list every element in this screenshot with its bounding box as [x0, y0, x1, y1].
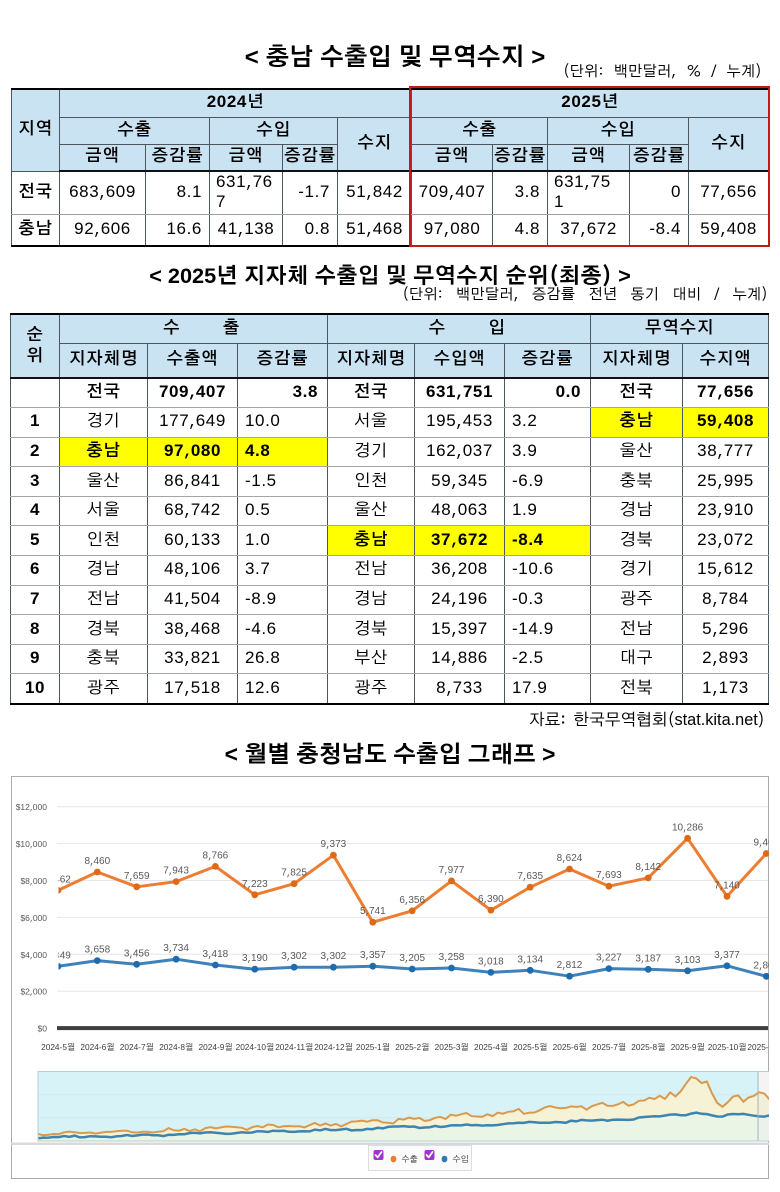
svg-text:9,462: 9,462: [753, 838, 769, 849]
svg-text:7,462: 7,462: [45, 874, 71, 885]
svg-text:8,142: 8,142: [635, 862, 661, 873]
svg-text:$4,000: $4,000: [20, 951, 47, 960]
svg-text:7,223: 7,223: [242, 879, 268, 890]
svg-text:6,356: 6,356: [399, 895, 425, 906]
svg-text:$12,000: $12,000: [16, 803, 48, 812]
svg-text:10,286: 10,286: [672, 822, 704, 833]
svg-text:3,357: 3,357: [360, 950, 386, 961]
svg-text:7,635: 7,635: [517, 871, 543, 882]
svg-text:수출: 수출: [402, 1154, 419, 1164]
svg-text:3,734: 3,734: [163, 943, 189, 954]
svg-text:7,943: 7,943: [163, 866, 189, 877]
svg-text:2024-8월: 2024-8월: [159, 1043, 193, 1052]
svg-text:2025-7월: 2025-7월: [592, 1043, 626, 1052]
svg-text:3,418: 3,418: [203, 949, 229, 960]
svg-text:2025-4월: 2025-4월: [474, 1043, 508, 1052]
svg-text:3,658: 3,658: [84, 945, 110, 956]
svg-text:3,456: 3,456: [124, 948, 150, 959]
svg-text:2024-10월: 2024-10월: [236, 1043, 274, 1052]
svg-text:6,390: 6,390: [478, 894, 504, 905]
svg-text:2,812: 2,812: [557, 960, 583, 971]
svg-text:3,302: 3,302: [321, 951, 347, 962]
svg-text:$6,000: $6,000: [20, 914, 47, 923]
svg-text:$0: $0: [38, 1025, 48, 1034]
svg-text:7,140: 7,140: [714, 880, 740, 891]
svg-text:2025-9월: 2025-9월: [671, 1043, 705, 1052]
svg-text:2025-5월: 2025-5월: [513, 1043, 547, 1052]
svg-text:3,103: 3,103: [675, 955, 701, 966]
svg-text:3,134: 3,134: [517, 954, 543, 965]
svg-text:7,693: 7,693: [596, 870, 622, 881]
svg-text:2025-3월: 2025-3월: [435, 1043, 469, 1052]
svg-text:2025-6월: 2025-6월: [553, 1043, 587, 1052]
svg-text:2025-8월: 2025-8월: [631, 1043, 665, 1052]
svg-text:3,187: 3,187: [635, 953, 661, 964]
svg-text:3,227: 3,227: [596, 953, 622, 964]
svg-text:5,741: 5,741: [360, 906, 386, 917]
svg-text:2024-9월: 2024-9월: [198, 1043, 232, 1052]
svg-text:2025-10월: 2025-10월: [708, 1043, 746, 1052]
svg-text:3,018: 3,018: [478, 956, 504, 967]
svg-text:7,977: 7,977: [439, 865, 465, 876]
svg-text:$10,000: $10,000: [16, 840, 48, 849]
svg-text:3,302: 3,302: [281, 951, 307, 962]
svg-text:8,624: 8,624: [557, 853, 583, 864]
svg-text:8,460: 8,460: [84, 856, 110, 867]
svg-text:3,205: 3,205: [399, 953, 425, 964]
svg-text:2024-6월: 2024-6월: [80, 1043, 114, 1052]
svg-text:2024-11월: 2024-11월: [275, 1043, 313, 1052]
svg-text:$8,000: $8,000: [20, 877, 47, 886]
svg-text:3,258: 3,258: [439, 952, 465, 963]
svg-text:2,806: 2,806: [753, 960, 769, 971]
svg-text:3,349: 3,349: [45, 950, 71, 961]
svg-text:9,373: 9,373: [321, 839, 347, 850]
svg-text:2024-12월: 2024-12월: [314, 1043, 352, 1052]
svg-text:2024-5월: 2024-5월: [41, 1043, 75, 1052]
svg-text:7,659: 7,659: [124, 871, 150, 882]
svg-text:수입: 수입: [453, 1155, 469, 1164]
svg-text:2024-7월: 2024-7월: [120, 1043, 154, 1052]
svg-text:3,190: 3,190: [242, 953, 268, 964]
svg-text:$2,000: $2,000: [20, 988, 47, 997]
svg-text:7,825: 7,825: [281, 868, 307, 879]
svg-text:2025-1월: 2025-1월: [356, 1043, 390, 1052]
svg-text:2025-2월: 2025-2월: [395, 1043, 429, 1052]
svg-text:3,377: 3,377: [714, 950, 740, 961]
svg-text:8,766: 8,766: [203, 850, 229, 861]
svg-text:2025-11월: 2025-11월: [747, 1043, 769, 1052]
